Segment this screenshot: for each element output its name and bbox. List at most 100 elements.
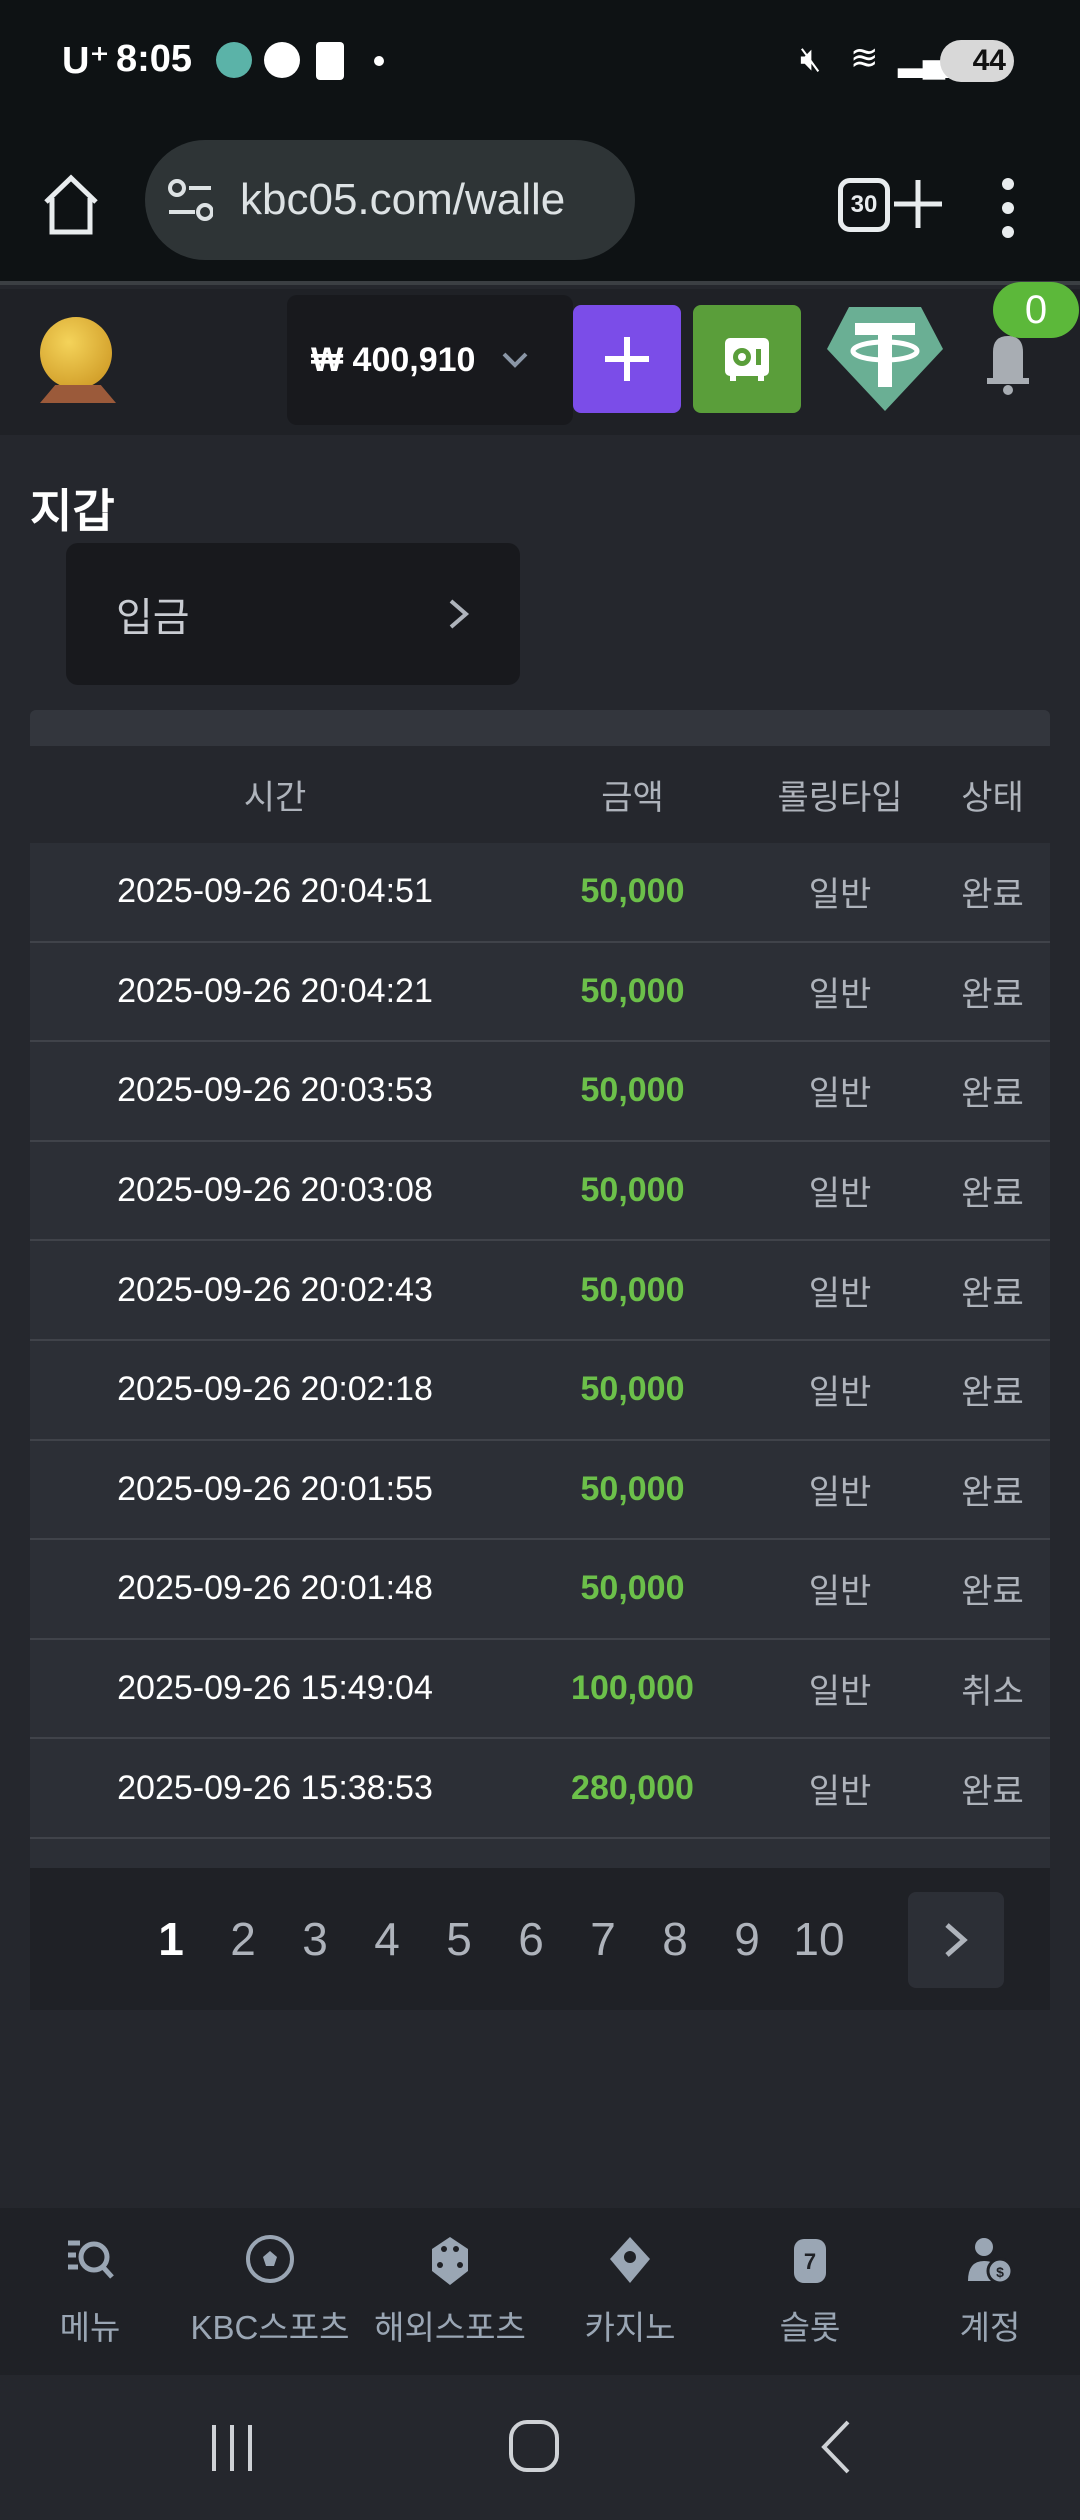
site-logo[interactable] bbox=[40, 317, 116, 407]
system-navigation-bar bbox=[0, 2375, 1080, 2520]
page-link[interactable]: 1 bbox=[158, 1913, 184, 1965]
cell-status: 취소 bbox=[961, 1673, 1024, 1712]
back-icon[interactable] bbox=[818, 2419, 852, 2475]
cell-amount: 50,000 bbox=[580, 1569, 685, 1608]
kakaotalk-icon bbox=[264, 42, 300, 78]
mute-icon: 🔇︎ bbox=[800, 40, 822, 78]
cell-status: 완료 bbox=[961, 1075, 1024, 1114]
site-settings-icon[interactable] bbox=[167, 178, 213, 224]
new-tab-icon[interactable] bbox=[892, 178, 944, 230]
nav-label: 해외스포츠 bbox=[374, 2308, 526, 2346]
more-menu-icon[interactable] bbox=[996, 176, 1020, 240]
page-link[interactable]: 6 bbox=[518, 1913, 544, 1965]
home-icon[interactable] bbox=[42, 174, 100, 236]
deposit-plus-button[interactable] bbox=[573, 305, 681, 413]
nav-item-4[interactable]: 7 슬롯 bbox=[720, 2208, 900, 2375]
transaction-table: 시간 금액 롤링타입 상태 2025-09-26 20:04:51 50,000 일… bbox=[30, 710, 1050, 2010]
cell-rolling-type: 일반 bbox=[808, 1274, 872, 1313]
deposit-tab[interactable]: 입금 bbox=[66, 543, 520, 685]
next-page-button[interactable] bbox=[908, 1892, 1004, 1988]
nav-label: 카지노 bbox=[584, 2308, 676, 2346]
chevron-down-icon bbox=[503, 352, 528, 368]
chevron-right-icon bbox=[945, 1923, 968, 1957]
cell-amount: 280,000 bbox=[571, 1768, 694, 1807]
cell-time: 2025-09-26 15:38:53 bbox=[117, 1768, 433, 1807]
table-header: 시간 금액 롤링타입 상태 bbox=[30, 746, 1050, 843]
cell-amount: 50,000 bbox=[580, 971, 685, 1010]
cell-status: 완료 bbox=[961, 1175, 1024, 1214]
account-coin-icon: $ bbox=[968, 2237, 1014, 2284]
cell-amount: 50,000 bbox=[580, 1370, 685, 1409]
nav-item-1[interactable]: KBC스포츠 bbox=[180, 2208, 360, 2375]
column-rolling-type: 롤링타입 bbox=[777, 779, 903, 817]
cell-time: 2025-09-26 20:02:43 bbox=[117, 1270, 433, 1309]
table-row: 2025-09-26 20:04:21 50,000 일반 완료 bbox=[30, 942, 1050, 1043]
nav-item-2[interactable]: 해외스포츠 bbox=[360, 2208, 540, 2375]
tether-icon[interactable] bbox=[825, 305, 945, 413]
tab-switcher-button[interactable]: 30 bbox=[838, 178, 890, 232]
safe-icon bbox=[725, 338, 769, 381]
cell-rolling-type: 일반 bbox=[808, 876, 872, 915]
nav-label: 계정 bbox=[959, 2308, 1021, 2346]
bell-icon[interactable] bbox=[985, 330, 1031, 396]
table-row: 2025-09-26 15:38:53 280,000 일반 완료 bbox=[30, 1739, 1050, 1839]
cell-amount: 50,000 bbox=[580, 1071, 685, 1110]
cell-status: 완료 bbox=[961, 1573, 1024, 1612]
cell-time: 2025-09-26 20:01:55 bbox=[117, 1469, 433, 1508]
nav-label: 슬롯 bbox=[779, 2308, 841, 2346]
dice-icon bbox=[432, 2236, 468, 2285]
carrier: U⁺ bbox=[62, 40, 110, 82]
pagination: 1 2 3 4 5 6 7 8 9 10 bbox=[30, 1868, 1050, 2010]
recent-apps-icon[interactable] bbox=[208, 2423, 256, 2473]
cell-rolling-type: 일반 bbox=[808, 1772, 872, 1811]
cell-amount: 50,000 bbox=[580, 872, 685, 911]
table-row: 2025-09-26 15:49:04 100,000 일반 취소 bbox=[30, 1639, 1050, 1740]
page-link[interactable]: 4 bbox=[374, 1913, 400, 1965]
column-time: 시간 bbox=[243, 779, 307, 817]
cell-time: 2025-09-26 15:49:04 bbox=[117, 1669, 433, 1708]
cell-rolling-type: 일반 bbox=[808, 1374, 872, 1413]
cell-time: 2025-09-26 20:03:53 bbox=[117, 1071, 433, 1110]
clock: 8:05 bbox=[116, 38, 193, 80]
column-status: 상태 bbox=[961, 779, 1024, 817]
cell-status: 완료 bbox=[961, 1473, 1024, 1512]
balance-amount: ₩ 400,910 bbox=[311, 340, 476, 379]
table-row: 2025-09-26 20:02:18 50,000 일반 완료 bbox=[30, 1340, 1050, 1441]
safe-button[interactable] bbox=[693, 305, 801, 413]
page-link[interactable]: 8 bbox=[662, 1913, 688, 1965]
svg-text:$: $ bbox=[996, 2264, 1004, 2280]
url-bar[interactable]: kbc05.com/walle bbox=[145, 140, 635, 260]
nav-item-5[interactable]: $ 계정 bbox=[900, 2208, 1080, 2375]
cell-time: 2025-09-26 20:01:48 bbox=[117, 1569, 433, 1608]
page-link[interactable]: 9 bbox=[734, 1913, 760, 1965]
nav-item-0[interactable]: 메뉴 bbox=[0, 2208, 180, 2375]
bottom-navigation: 메뉴 KBC스포츠 해외스포츠 카지노 7 슬롯 $ 계정 bbox=[0, 2208, 1080, 2375]
home-button-icon[interactable] bbox=[508, 2419, 562, 2475]
b-app-icon bbox=[316, 42, 344, 80]
table-row: 2025-09-26 20:04:51 50,000 일반 완료 bbox=[30, 843, 1050, 943]
page-link[interactable]: 5 bbox=[446, 1913, 472, 1965]
table-row: 2025-09-26 20:03:08 50,000 일반 완료 bbox=[30, 1141, 1050, 1242]
wifi-icon: ≋ bbox=[850, 39, 879, 77]
cell-status: 완료 bbox=[961, 1374, 1024, 1413]
page-link[interactable]: 7 bbox=[590, 1913, 616, 1965]
nav-label: 메뉴 bbox=[59, 2308, 121, 2346]
cell-amount: 100,000 bbox=[571, 1669, 694, 1708]
cell-time: 2025-09-26 20:03:08 bbox=[117, 1171, 433, 1210]
page-link[interactable]: 10 bbox=[793, 1913, 845, 1965]
balance-dropdown[interactable]: ₩ 400,910 bbox=[287, 295, 573, 425]
battery-indicator: 44 bbox=[940, 40, 1014, 82]
notification-badge: 0 bbox=[993, 282, 1079, 338]
cell-time: 2025-09-26 20:04:21 bbox=[117, 971, 433, 1010]
soccer-ball-icon bbox=[246, 2234, 294, 2283]
table-top-band bbox=[30, 710, 1050, 746]
page-link[interactable]: 3 bbox=[302, 1913, 328, 1965]
table-row: 2025-09-26 20:01:48 50,000 일반 완료 bbox=[30, 1540, 1050, 1640]
nav-item-3[interactable]: 카지노 bbox=[540, 2208, 720, 2375]
cell-amount: 50,000 bbox=[580, 1469, 685, 1508]
table-row: 2025-09-26 20:02:43 50,000 일반 완료 bbox=[30, 1241, 1050, 1341]
cell-time: 2025-09-26 20:02:18 bbox=[117, 1370, 433, 1409]
cell-status: 완료 bbox=[961, 876, 1024, 915]
menu-search-icon bbox=[68, 2240, 114, 2279]
page-link[interactable]: 2 bbox=[230, 1913, 256, 1965]
